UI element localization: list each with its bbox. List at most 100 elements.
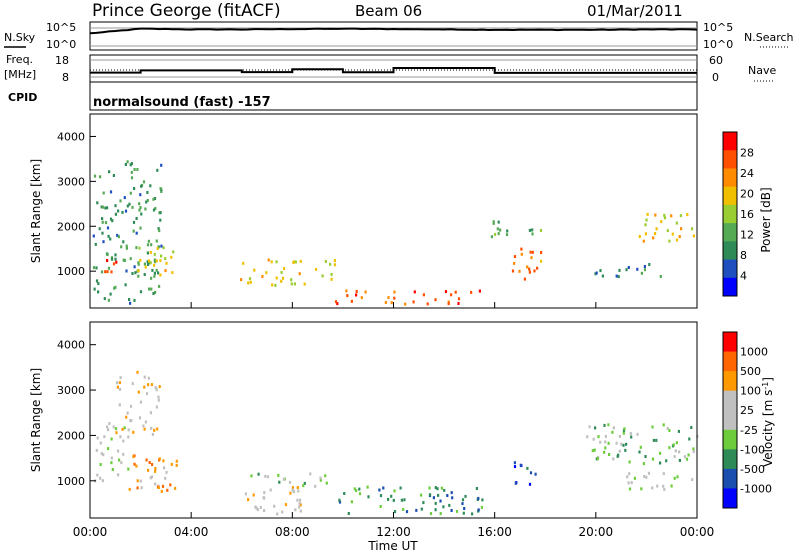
data-cell (505, 233, 509, 237)
data-cell (157, 227, 160, 231)
freq-label: Freq. (6, 53, 33, 66)
data-cell (146, 243, 150, 247)
data-cell (149, 184, 152, 188)
colorbar-tick-label: 20 (740, 188, 754, 201)
data-cell (315, 267, 318, 271)
data-cell (297, 489, 300, 493)
nsearch-label: N.Search (744, 31, 794, 44)
data-cell (528, 270, 531, 274)
data-cell (95, 448, 98, 452)
data-cell (434, 508, 437, 512)
data-cell (124, 163, 127, 166)
data-cell (666, 229, 669, 233)
data-cell (439, 512, 442, 516)
data-cell (645, 218, 648, 222)
data-cell (680, 227, 683, 231)
data-cell (499, 228, 502, 232)
data-cell (250, 474, 253, 478)
data-cell (640, 487, 643, 491)
data-cell (131, 272, 134, 275)
data-cell (123, 196, 126, 200)
data-cell (461, 502, 464, 506)
data-cell (157, 398, 160, 402)
data-cell (129, 419, 132, 423)
freq-line (90, 67, 697, 74)
data-cell (106, 206, 109, 210)
data-cell (117, 209, 120, 213)
data-cell (338, 500, 342, 504)
data-cell (428, 493, 432, 497)
data-cell (291, 488, 294, 492)
data-cell (379, 494, 383, 498)
data-cell (259, 506, 262, 509)
data-cell (129, 404, 133, 408)
data-cell (668, 429, 671, 432)
data-cell (321, 274, 324, 278)
data-cell (120, 245, 123, 249)
data-cell (154, 290, 157, 294)
data-cell (692, 450, 695, 454)
data-cell (123, 426, 126, 430)
colorbar-swatch (723, 449, 737, 470)
data-cell (400, 498, 403, 502)
data-cell (135, 464, 138, 468)
x-tick-label: 20:00 (579, 525, 614, 539)
data-cell (109, 292, 112, 296)
data-cell (292, 490, 296, 494)
data-cell (336, 302, 339, 306)
data-cell (123, 259, 126, 262)
data-cell (636, 267, 639, 271)
data-cell (157, 245, 160, 249)
data-cell (539, 229, 543, 232)
y-tick-label: 3000 (57, 384, 85, 397)
data-cell (149, 261, 152, 265)
data-cell (513, 465, 517, 469)
colorbar-tick-label: 25 (740, 404, 754, 417)
data-cell (673, 476, 676, 480)
data-cell (124, 283, 127, 287)
data-cell (126, 411, 129, 415)
data-cell (276, 512, 279, 516)
data-cell (450, 293, 453, 297)
data-cell (111, 219, 114, 223)
data-cell (651, 425, 654, 429)
data-cell (319, 478, 322, 482)
data-cell (434, 486, 437, 490)
data-cell (150, 475, 154, 479)
data-cell (129, 257, 132, 261)
data-cell (350, 500, 353, 504)
data-cell (678, 458, 681, 462)
data-cell (298, 501, 301, 505)
data-cell (154, 386, 157, 390)
data-cell (159, 218, 162, 222)
data-cell (266, 475, 270, 479)
data-cell (353, 487, 356, 491)
data-cell (153, 252, 156, 256)
data-cell (146, 260, 149, 264)
data-cell (540, 259, 543, 263)
colorbar-swatch (723, 168, 737, 188)
data-cell (122, 439, 125, 443)
colorbar-swatch (723, 259, 737, 279)
data-cell (111, 468, 114, 471)
data-cell (594, 426, 597, 430)
data-cell (132, 229, 135, 233)
data-cell (390, 494, 393, 498)
data-cell (96, 436, 99, 440)
data-cell (275, 276, 278, 280)
data-cell (670, 214, 673, 218)
data-cell (470, 290, 473, 294)
data-cell (596, 457, 599, 461)
data-cell (379, 505, 382, 508)
data-cell (273, 504, 276, 508)
data-cell (146, 251, 149, 255)
data-cell (143, 273, 146, 276)
data-cell (450, 509, 453, 512)
data-cell (592, 437, 595, 441)
data-cell (612, 426, 615, 430)
data-cell (674, 449, 677, 453)
data-cell (101, 205, 104, 209)
data-cell (160, 163, 163, 167)
data-cell (104, 206, 107, 210)
data-cell (612, 457, 615, 461)
